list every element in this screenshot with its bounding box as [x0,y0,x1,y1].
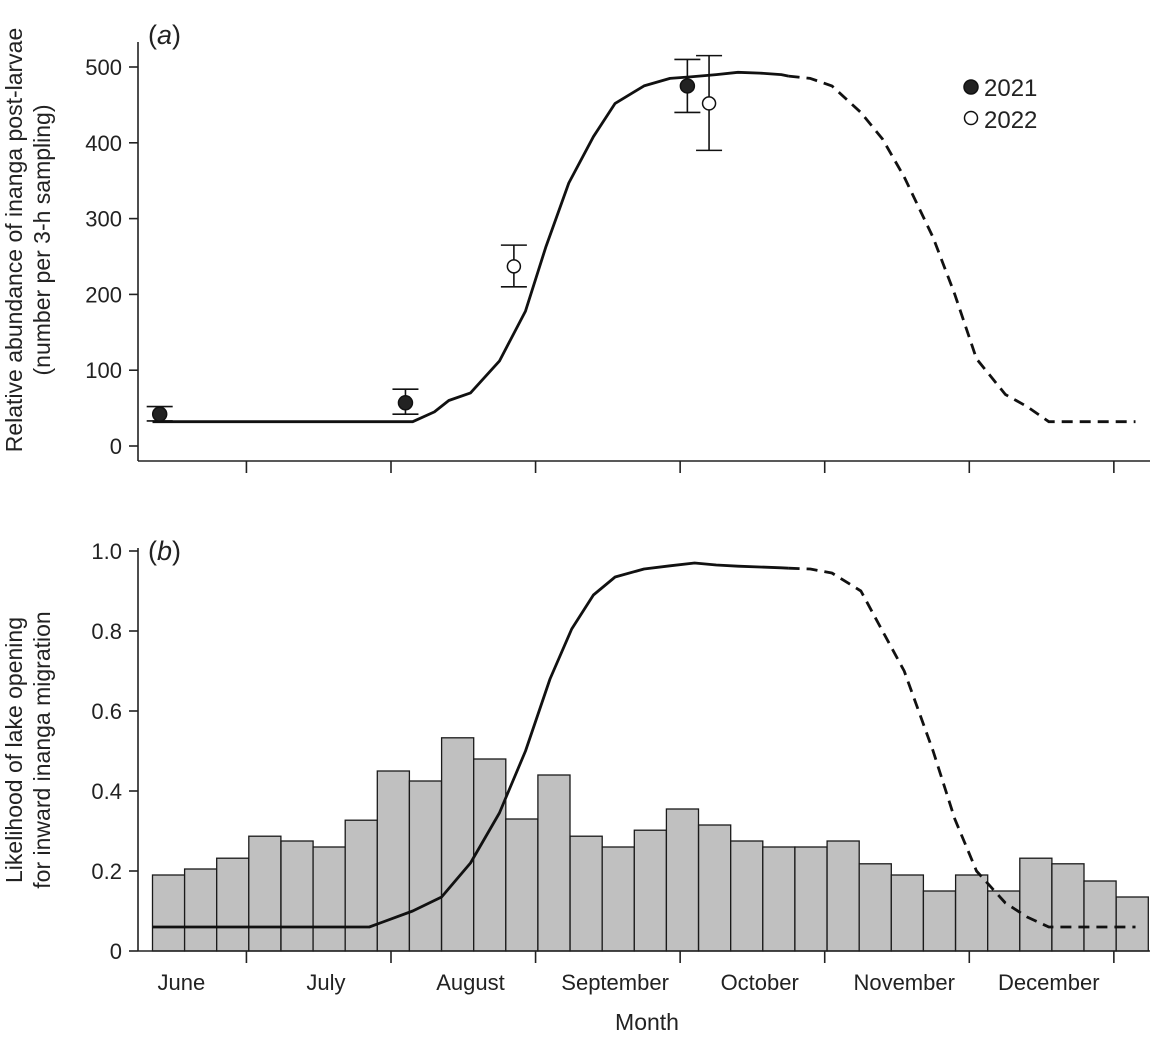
panel-a-ylabel-line1: Relative abundance of inanga post-larvae [1,28,27,453]
panel-a-y-tick-label: 500 [85,55,122,80]
panel-b-y-tick-label: 0.6 [91,699,122,724]
panel-a-y-tick-label: 400 [85,131,122,156]
panel-a-y-tick-label: 300 [85,207,122,232]
histogram-bar [922,890,957,952]
data-point-2021 [679,78,696,94]
panel-a-curve-dashed [788,74,1136,424]
histogram-bar [473,758,507,952]
panel-a-y-tick-label: 200 [85,282,122,307]
panel-b-ylabel-line1: Likelihood of lake opening [1,617,27,883]
month-label-july: July [306,970,345,995]
histogram-bar [1083,880,1117,952]
histogram-bar [697,824,732,952]
data-point-2022 [506,259,522,274]
month-label-october: October [721,970,799,995]
panel-b-y-tick-label: 0.4 [91,779,122,804]
x-axis-title: Month [615,1009,679,1035]
histogram-bar [248,835,282,952]
histogram-bar [376,770,411,952]
legend-2021-marker [963,79,979,95]
panel-b-y-tick-label: 0.8 [91,619,122,644]
data-point-2021 [397,395,414,411]
month-label-june: June [158,970,206,995]
data-point-2022 [701,96,717,111]
panel-b-label: (b) [148,536,181,566]
panel-b-curve-dashed [788,566,1136,929]
panel-a-data-points [146,54,723,422]
panel-b-curve-solid [152,561,789,929]
panel-a-axes: 0 100 200 300 400 500 [85,42,1150,473]
legend-2022-label: 2022 [984,107,1037,134]
histogram-bar [344,819,378,952]
histogram-bar [794,846,828,952]
histogram-bar [890,874,925,952]
histogram-bar [858,863,892,952]
histogram-bar [505,818,539,952]
panel-a-y-tick-label: 100 [85,358,122,383]
panel-a-letter: a [157,20,172,50]
panel-a-label: (a) [148,20,181,50]
histogram-bar [633,829,668,952]
panel-b-letter: b [157,536,172,566]
histogram-bar [312,846,346,952]
histogram-bar [537,774,571,952]
panel-b-axes: 0 0.2 0.4 0.6 0.8 1.0 [91,539,1150,964]
histogram-bar [601,846,635,952]
histogram-bar [280,840,314,952]
histogram-bar [216,857,250,952]
histogram-bar [665,808,700,952]
histogram-bar [440,737,475,952]
histogram-bar [826,840,860,952]
panel-b: 0 0.2 0.4 0.6 0.8 1.0 (b) Likelihood of lake … [1,536,1150,1035]
panel-b-ylabel-line2: for inward inanga migration [29,611,55,888]
panel-b-curve [152,561,1136,929]
histogram-bar [762,846,796,952]
month-label-december: December [998,970,1099,995]
histogram-bar [151,874,186,952]
panel-a-y-tick-label: 0 [110,434,122,459]
histogram-bar [954,874,989,952]
legend-2021-label: 2021 [984,75,1037,102]
panel-a-curve-solid [152,70,789,424]
panel-b-plot-area: 0 0.2 0.4 0.6 0.8 1.0 [91,539,1150,964]
panel-a-plot-area: 0 100 200 300 400 500 [85,42,1150,473]
panel-b-y-tick-label: 0.2 [91,859,122,884]
panel-a-ylabel-line2: (number per 3-h sampling) [29,104,55,375]
panel-b-x-tick-labels: June July August September October November De… [158,970,1100,995]
month-label-september: September [561,970,669,995]
histogram-bar [569,835,603,952]
histogram-bar [1019,857,1053,952]
histogram-bar [183,868,218,952]
panel-a: 0 100 200 300 400 500 (a) 2021 2022 Relative … [1,20,1150,473]
panel-b-y-tick-label: 0 [110,939,122,964]
panel-a-legend: 2021 2022 [963,75,1037,134]
histogram-bar [730,840,764,952]
panel-a-curve [152,70,1136,424]
legend-2022-marker [963,110,979,126]
month-label-august: August [436,970,505,995]
panel-b-y-tick-label: 1.0 [91,539,122,564]
month-label-november: November [853,970,954,995]
data-point-2021 [151,406,168,422]
panel-b-bars [151,737,1149,952]
histogram-bar [1051,863,1085,952]
histogram-bar [1115,896,1149,952]
histogram-bar [408,780,443,952]
